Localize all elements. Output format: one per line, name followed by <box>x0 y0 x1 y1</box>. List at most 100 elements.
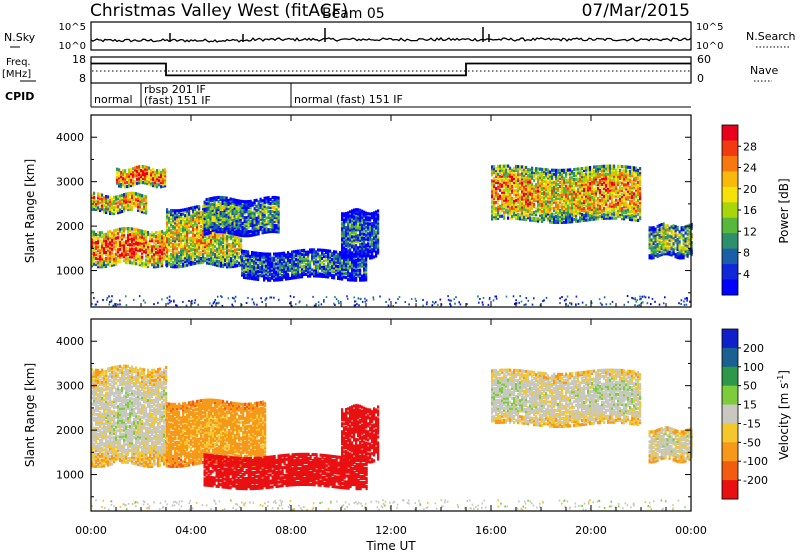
heatmap-cell <box>97 200 99 203</box>
heatmap-cell <box>125 247 127 250</box>
heatmap-cell <box>115 237 117 240</box>
heatmap-cell <box>97 253 99 256</box>
heatmap-cell <box>241 272 243 275</box>
heatmap-cell <box>174 209 176 212</box>
heatmap-cell <box>507 185 509 188</box>
heatmap-cell <box>553 207 555 210</box>
heatmap-cell <box>103 196 105 199</box>
heatmap-cell <box>281 262 283 265</box>
heatmap-cell <box>123 259 125 262</box>
heatmap-cell <box>615 199 617 202</box>
heatmap-cell <box>133 202 135 205</box>
heatmap-cell <box>349 254 351 257</box>
heatmap-cell <box>261 260 263 263</box>
heatmap-cell <box>597 165 599 168</box>
heatmap-cell <box>563 169 565 172</box>
heatmap-cell <box>143 242 145 245</box>
heatmap-cell <box>573 172 575 175</box>
heatmap-cell <box>129 227 131 230</box>
heatmap-cell <box>317 252 319 255</box>
heatmap-cell <box>133 192 135 195</box>
heatmap-cell <box>190 215 192 218</box>
heatmap-cell <box>139 209 141 212</box>
heatmap-cell <box>503 189 505 192</box>
heatmap-cell <box>111 232 113 235</box>
heatmap-cell <box>531 167 533 170</box>
heatmap-cell <box>240 214 242 217</box>
heatmap-cell <box>353 269 355 272</box>
heatmap-cell <box>355 208 357 211</box>
heatmap-cell <box>240 230 242 233</box>
heatmap-cell <box>573 168 575 171</box>
heatmap-cell <box>329 250 331 253</box>
heatmap-cell <box>377 209 379 212</box>
heatmap-cell <box>301 253 303 256</box>
heatmap-cell <box>133 228 135 231</box>
heatmap-cell <box>155 251 157 254</box>
heatmap-cell <box>116 176 118 179</box>
heatmap-cell <box>595 199 597 202</box>
heatmap-cell <box>131 247 133 250</box>
heatmap-cell <box>135 262 137 265</box>
heatmap-cell <box>551 173 553 176</box>
heatmap-cell <box>157 245 159 248</box>
heatmap-cell <box>154 171 156 174</box>
heatmap-cell <box>190 243 192 246</box>
heatmap-cell <box>236 264 238 267</box>
heatmap-cell <box>186 264 188 267</box>
heatmap-cell <box>218 196 220 199</box>
heatmap-cell <box>238 199 240 202</box>
heatmap-cell <box>333 274 335 277</box>
heatmap-cell <box>127 204 129 207</box>
heatmap-cell <box>607 173 609 176</box>
heatmap-cell <box>212 203 214 206</box>
heatmap-cell <box>153 245 155 248</box>
heatmap-cell <box>585 173 587 176</box>
heatmap-cell <box>182 235 184 238</box>
heatmap-cell <box>569 168 571 171</box>
heatmap-cell <box>99 249 101 252</box>
heatmap-cell <box>214 222 216 225</box>
heatmap-cell <box>557 187 559 190</box>
heatmap-cell <box>212 257 214 260</box>
heatmap-cell <box>581 171 583 174</box>
heatmap-cell <box>575 178 577 181</box>
heatmap-cell <box>226 197 228 200</box>
heatmap-cell <box>224 251 226 254</box>
nsky-left-tick-bottom: 10^0 <box>59 41 86 52</box>
heatmap-cell <box>293 254 295 257</box>
heatmap-cell <box>256 209 258 212</box>
heatmap-cell <box>176 223 178 226</box>
heatmap-cell <box>363 211 365 214</box>
heatmap-cell <box>99 245 101 248</box>
heatmap-cell <box>605 165 607 168</box>
nsky-left-tick-top: 10^5 <box>59 22 86 33</box>
heatmap-cell <box>119 194 121 197</box>
heatmap-cell <box>317 248 319 251</box>
heatmap-cell <box>95 251 97 254</box>
heatmap-cell <box>345 248 347 251</box>
heatmap-cell <box>593 216 595 219</box>
heatmap-cell <box>222 218 224 221</box>
heatmap-cell <box>216 224 218 227</box>
heatmap-cell <box>557 183 559 186</box>
heatmap-cell <box>145 259 147 262</box>
heatmap-cell <box>232 210 234 213</box>
heatmap-cell <box>523 186 525 189</box>
heatmap-cell <box>551 213 553 216</box>
heatmap-cell <box>581 193 583 196</box>
heatmap-cell <box>311 272 313 275</box>
heatmap-cell <box>198 239 200 242</box>
heatmap-cell <box>158 183 160 186</box>
heatmap-cell <box>337 253 339 256</box>
heatmap-cell <box>115 210 117 213</box>
heatmap-cell <box>523 216 525 219</box>
heatmap-cell <box>577 172 579 175</box>
heatmap-cell <box>313 248 315 251</box>
heatmap-cell <box>135 256 137 259</box>
heatmap-cell <box>507 165 509 168</box>
heatmap-cell <box>226 221 228 224</box>
freq-left-tick-bottom: 8 <box>79 72 86 85</box>
heatmap-cell <box>188 237 190 240</box>
heatmap-cell <box>537 167 539 170</box>
